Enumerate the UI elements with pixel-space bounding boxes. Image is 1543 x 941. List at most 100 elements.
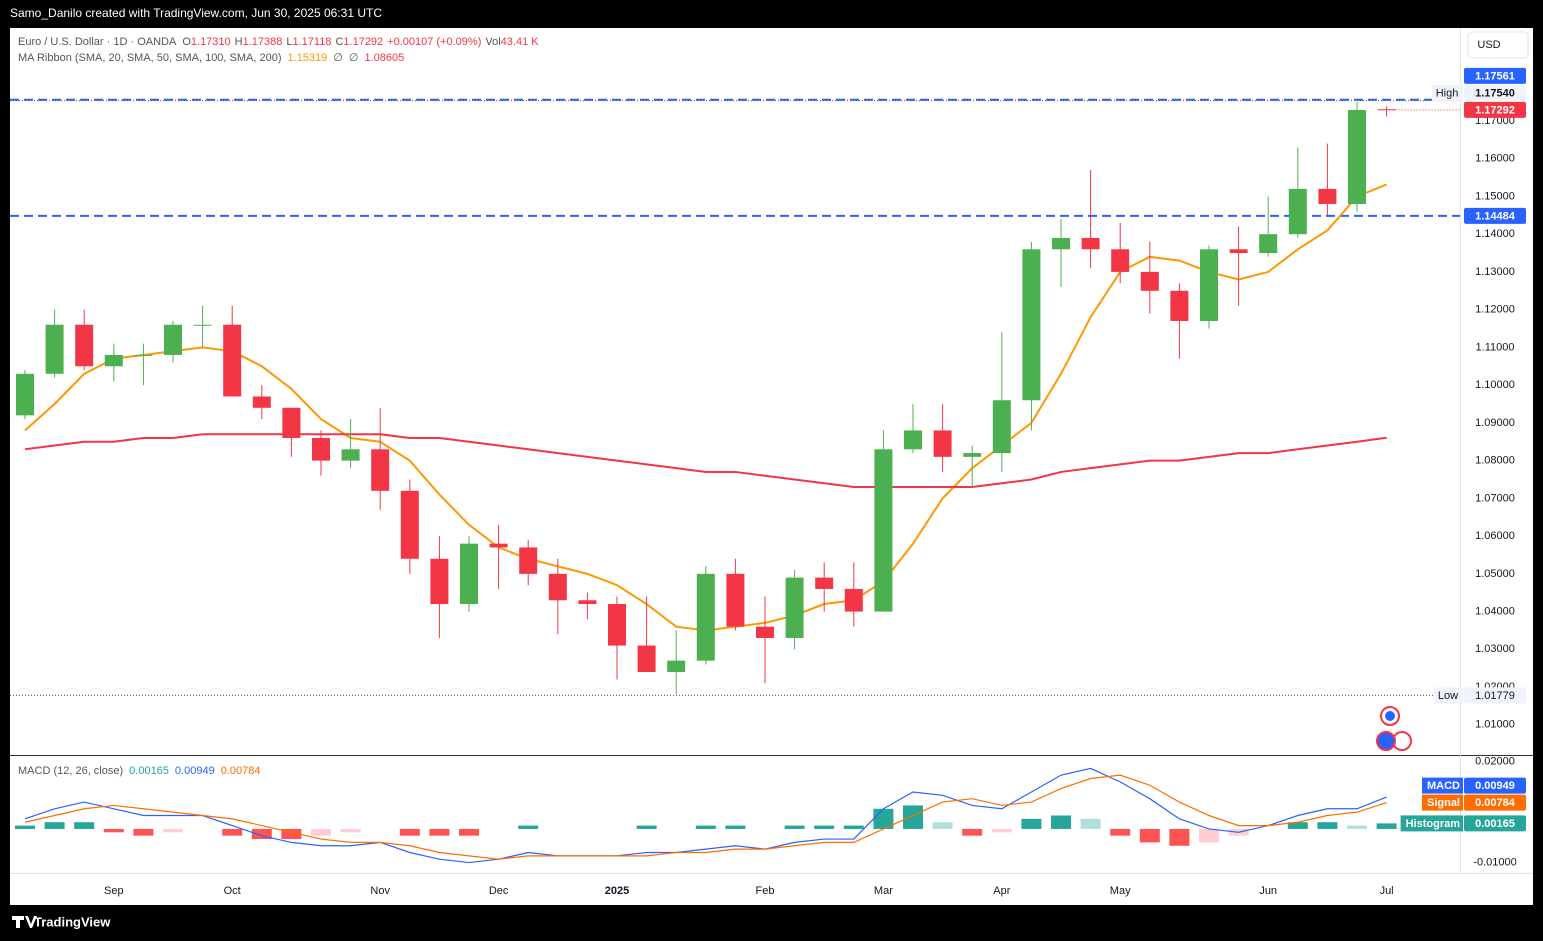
legend-value: 1.17118 <box>293 36 332 48</box>
histogram-bar <box>311 828 331 836</box>
last-price-label: 1.17292 <box>1475 104 1515 116</box>
macd-title: MACD (12, 26, close) <box>18 765 123 777</box>
series-value-box <box>1464 777 1526 794</box>
high-label: 1.17540 <box>1475 87 1515 99</box>
currency[interactable]: USD <box>1477 39 1500 51</box>
candle-body <box>815 577 834 589</box>
x-tick-label: Feb <box>756 885 775 897</box>
candle-body <box>963 453 982 457</box>
histogram-bar <box>843 825 864 829</box>
candle-body <box>637 645 656 672</box>
histogram-bar <box>133 828 154 836</box>
histogram-bar <box>1169 828 1190 846</box>
candle-body <box>519 547 538 574</box>
candle-body <box>1318 188 1337 204</box>
histogram-bar <box>222 828 243 836</box>
ma-legend: MA Ribbon (SMA, 20, SMA, 50, SMA, 100, S… <box>18 52 404 64</box>
y-tick-label: 1.06000 <box>1475 530 1515 542</box>
candle-body <box>1111 249 1130 272</box>
candle-body <box>1170 290 1189 321</box>
x-tick-label: Jul <box>1380 885 1394 897</box>
candle-body <box>164 324 182 355</box>
ma-value: 1.08605 <box>364 52 404 64</box>
series-value-box <box>1464 815 1526 832</box>
y-tick-label: 1.08000 <box>1475 455 1515 467</box>
candle-body <box>460 543 478 605</box>
candle-body <box>282 407 301 438</box>
footer: TradingView <box>34 914 111 929</box>
histogram-bar <box>695 825 716 829</box>
y-tick-label: 1.11000 <box>1476 341 1515 353</box>
candle-body <box>193 324 212 326</box>
y-tick-label: 1.03000 <box>1475 643 1515 655</box>
x-tick-label: Sep <box>104 885 124 897</box>
candle-body <box>489 543 508 548</box>
legend-value: 1.17388 <box>243 36 283 48</box>
ma-empty: ∅ <box>349 52 359 64</box>
legend-value: 1.17292 <box>343 36 383 48</box>
level-label: 1.17561 <box>1475 70 1515 82</box>
series-value-box <box>1464 794 1526 811</box>
histogram-bar <box>459 828 479 836</box>
candle-body <box>75 324 94 367</box>
level-label-box <box>1464 207 1526 224</box>
histogram-bar <box>991 828 1012 833</box>
macd-line <box>24 774 1387 860</box>
candle-body <box>1348 110 1366 204</box>
candle-body <box>992 400 1011 454</box>
y-tick-label: 1.13000 <box>1475 266 1515 278</box>
histogram-bar <box>429 828 450 836</box>
legend-key: H <box>235 36 243 48</box>
histogram-bar <box>636 825 657 829</box>
x-tick-label: Mar <box>874 885 893 897</box>
candle-body <box>134 354 153 356</box>
x-tick-label: Jun <box>1259 885 1277 897</box>
histogram-bar <box>1347 825 1367 829</box>
candle-body <box>400 490 419 559</box>
high-tag: High <box>1436 87 1459 99</box>
series-name: Signal <box>1427 797 1460 809</box>
low-tag: Low <box>1438 690 1458 702</box>
candle-body <box>548 573 567 601</box>
currency-button[interactable] <box>1467 31 1529 59</box>
candle-body <box>252 396 271 408</box>
histogram-bar <box>1080 818 1101 829</box>
macd-legend-value: 0.00165 <box>129 765 169 777</box>
legend-key: Vol <box>485 36 500 48</box>
level-label-box <box>1464 67 1526 84</box>
series-name-box <box>1400 815 1463 832</box>
macd-legend: MACD (12, 26, close) 0.00165 0.00949 0.0078… <box>18 765 260 777</box>
ma-line <box>24 433 1387 489</box>
histogram-bar <box>518 825 539 829</box>
histogram-bar <box>1139 828 1160 843</box>
macd-line <box>24 767 1387 864</box>
y-tick-label: 1.12000 <box>1475 304 1515 316</box>
event-icon[interactable] <box>1376 731 1396 751</box>
x-tick-label: Apr <box>993 885 1010 897</box>
macd-legend-value: 0.00949 <box>175 765 215 777</box>
y-tick-label: 1.04000 <box>1475 605 1515 617</box>
low-label-box <box>1464 687 1526 704</box>
logo <box>12 916 37 928</box>
x-tick-label: Dec <box>489 885 509 897</box>
candle-body <box>785 577 804 639</box>
series-value: 0.00949 <box>1475 780 1515 792</box>
histogram-bar <box>44 822 65 829</box>
legend-value: 43.41 K <box>501 36 540 48</box>
candle-body <box>1288 188 1307 235</box>
histogram-bar <box>962 828 983 836</box>
candle-body <box>1081 237 1100 250</box>
histogram-bar <box>15 825 35 829</box>
histogram-bar <box>725 825 746 829</box>
candle-body <box>578 600 597 605</box>
histogram-bar <box>399 828 420 836</box>
chart-area <box>10 28 1533 905</box>
y-tick-label: 1.10000 <box>1475 379 1515 391</box>
histogram-bar <box>281 828 302 840</box>
histogram-bar <box>251 828 272 840</box>
candle-body <box>1140 271 1159 291</box>
high-tag-box <box>1432 84 1463 101</box>
candle-body <box>756 626 774 639</box>
histogram-bar <box>932 822 953 829</box>
